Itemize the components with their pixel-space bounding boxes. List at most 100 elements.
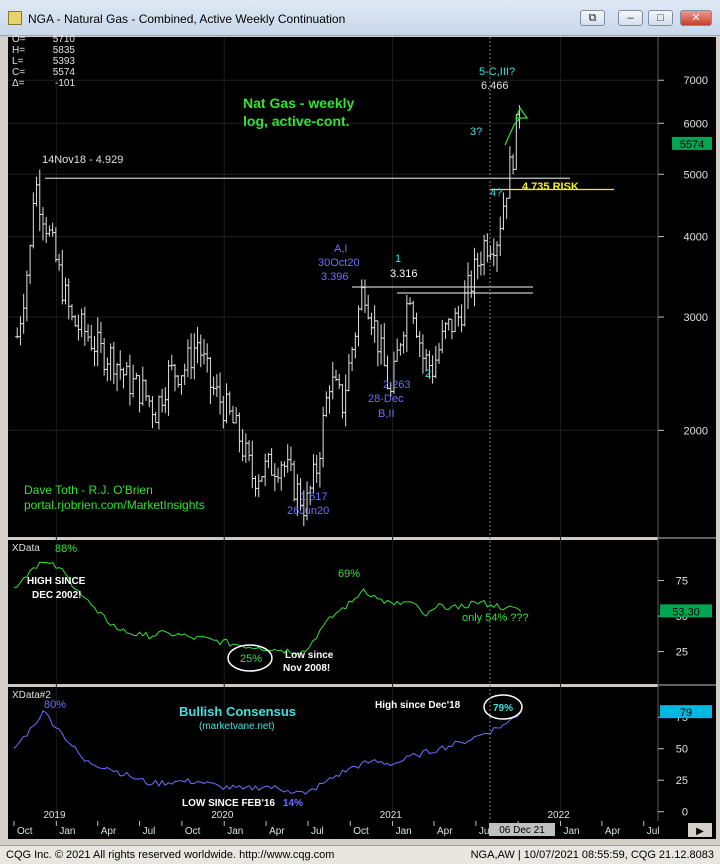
label-wave-ai: A,I xyxy=(334,243,347,255)
label-pct-80: 80% xyxy=(44,699,66,711)
ohlc-readout: O= H= L= C= Δ= 5710 5835 5393 5574 -101 xyxy=(12,34,75,89)
label-wave-2: 2 xyxy=(425,368,431,380)
label-pct-79: 79% xyxy=(493,703,513,714)
month-label: Jan xyxy=(59,826,75,837)
ohlc-label: O= xyxy=(12,34,26,45)
credit-line1: Dave Toth - R.J. O'Brien xyxy=(24,483,153,497)
ohlc-value: 5574 xyxy=(53,67,76,78)
label-wave-5: 5-C,III? xyxy=(479,66,515,78)
label-low-since-2: Nov 2008! xyxy=(283,663,330,674)
link-icon: ⧉ xyxy=(588,12,597,24)
label-high-since-2: DEC 2002! xyxy=(32,590,81,601)
label-low-since-feb16: LOW SINCE FEB'16 xyxy=(182,798,275,809)
xdata-last-value: 53.30 xyxy=(672,606,700,618)
label-bullish-1: Bullish Consensus xyxy=(179,704,296,719)
scroll-arrows[interactable]: ▶ xyxy=(688,823,712,837)
scroll-right-icon: ▶ xyxy=(696,826,704,837)
month-label: Jul xyxy=(647,826,660,837)
label-price-3316: 3.316 xyxy=(390,268,418,280)
xdata2-panel-bg xyxy=(8,687,658,821)
price-tick-label: 2000 xyxy=(684,425,708,437)
time-gridlines xyxy=(55,37,561,821)
label-date-dec: 28-Dec xyxy=(368,393,404,405)
label-low-2020-date: 26Jun20 xyxy=(287,505,329,517)
xdata-line xyxy=(13,561,522,655)
osc-tick-label: 25 xyxy=(676,775,688,787)
ohlc-value: 5393 xyxy=(53,56,76,67)
year-label: 2019 xyxy=(43,810,66,821)
price-axis-bg xyxy=(658,37,716,821)
label-pct-25: 25% xyxy=(240,653,262,665)
label-risk: 4.735 RISK xyxy=(522,181,579,193)
xdata2-annotations: 80% Bullish Consensus (marketvane.net) H… xyxy=(44,694,523,809)
label-high-2018: 14Nov18 - 4.929 xyxy=(42,154,123,166)
xdata-label: XData xyxy=(12,543,40,554)
month-label: Apr xyxy=(269,826,285,837)
label-only54: only 54% ??? xyxy=(462,612,529,624)
osc-tick-label: 25 xyxy=(676,647,688,659)
label-pct-14: 14% xyxy=(283,798,303,809)
label-price-2263: 2.263 xyxy=(383,379,411,391)
month-label: Jul xyxy=(143,826,156,837)
label-pct-88: 88% xyxy=(55,543,77,555)
label-wave-3: 3? xyxy=(470,126,482,138)
label-high-since-1: HIGH SINCE xyxy=(27,576,86,587)
ohlc-label: L= xyxy=(12,56,24,67)
window-title: NGA - Natural Gas - Combined, Active Wee… xyxy=(28,12,346,26)
label-wave-bii: B,II xyxy=(378,408,395,420)
xdata-panel-bg xyxy=(8,540,658,684)
chart-canvas[interactable]: O= H= L= C= Δ= 5710 5835 5393 5574 -101 … xyxy=(0,0,720,845)
last-price-tag xyxy=(672,136,712,150)
status-bar: CQG Inc. © 2021 All rights reserved worl… xyxy=(0,845,720,864)
xdata-last-tag xyxy=(660,604,712,618)
label-wave-1: 1 xyxy=(395,253,401,265)
price-bars xyxy=(15,105,522,527)
osc-tick-label: 75 xyxy=(676,576,688,588)
copyright-text: CQG Inc. © 2021 All rights reserved worl… xyxy=(6,849,335,861)
year-label: 2021 xyxy=(380,810,403,821)
restore-icon: □ xyxy=(657,12,664,24)
price-axis-ticks: 2000 3000 4000 5000 6000 7000 xyxy=(658,75,708,437)
restore-button[interactable]: □ xyxy=(648,10,673,26)
close-button[interactable]: ✕ xyxy=(680,10,712,26)
label-low-2020-price: 1.517 xyxy=(300,491,328,503)
month-label: Oct xyxy=(185,826,201,837)
scroll-right-button[interactable] xyxy=(688,823,712,837)
ohlc-value: -101 xyxy=(55,78,75,89)
ohlc-label: C= xyxy=(12,67,25,78)
month-label: Apr xyxy=(101,826,117,837)
xdata2-last-tag xyxy=(660,705,712,719)
osc-tick-label: 50 xyxy=(676,744,688,756)
month-label: Jul xyxy=(311,826,324,837)
projection-arrow-icon xyxy=(504,106,529,146)
ohlc-label: H= xyxy=(12,45,25,56)
ohlc-value: 5710 xyxy=(53,34,76,45)
xdata2-label: XData#2 xyxy=(12,690,51,701)
cursor-date-label: 06 Dec 21 xyxy=(499,825,545,836)
xdata-annotations: 88% HIGH SINCE DEC 2002! 69% only 54% ??… xyxy=(27,543,529,674)
price-tick-label: 4000 xyxy=(684,232,708,244)
label-bullish-2: (marketvane.net) xyxy=(199,721,275,732)
month-label: Apr xyxy=(605,826,621,837)
xdata2-last-value: 79 xyxy=(680,707,692,719)
circle-79-icon xyxy=(483,694,523,720)
price-tick-label: 6000 xyxy=(684,118,708,130)
label-date-oct20: 30Oct20 xyxy=(318,257,360,269)
chart-title-line2: log, active-cont. xyxy=(243,113,350,129)
close-icon: ✕ xyxy=(691,12,701,24)
main-annotations: Nat Gas - weekly log, active-cont. Dave … xyxy=(24,66,579,517)
month-label: Oct xyxy=(353,826,369,837)
minimize-icon: – xyxy=(627,12,634,24)
credit-line2: portal.rjobrien.com/MarketInsights xyxy=(24,498,205,512)
label-high-since-dec18: High since Dec'18 xyxy=(375,700,461,711)
year-label: 2020 xyxy=(211,810,234,821)
label-price-6466: 6.466 xyxy=(481,80,509,92)
label-price-oct20: 3.396 xyxy=(321,271,349,283)
minimize-button[interactable]: – xyxy=(618,10,643,26)
osc-tick-label: 0 xyxy=(682,807,688,819)
chart-app-icon xyxy=(8,11,22,25)
link-button[interactable]: ⧉ xyxy=(580,10,605,26)
main-panel-bg xyxy=(8,37,658,537)
month-label: Jul xyxy=(479,826,492,837)
year-label: 2022 xyxy=(547,810,570,821)
